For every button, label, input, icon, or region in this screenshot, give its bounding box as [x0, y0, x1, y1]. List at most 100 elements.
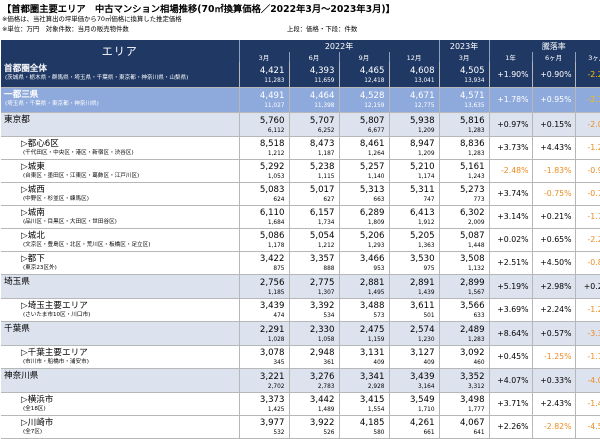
table-row: 千葉県 2,291 1,028 2,330 1,058 2,475 1,159 2,574 1,… — [1, 321, 600, 346]
area-subtitle: (千代田区・中央区・港区・新宿区・渋谷区) — [23, 149, 134, 156]
change-rate: -3.30% — [574, 321, 600, 346]
listing-count: 624 — [273, 197, 285, 203]
area-name: ▷城南 — [21, 207, 45, 218]
table-row: ▷埼玉主要エリア (さいたま市10区・川口市) 3,439 474 3,392 534 3,… — [1, 298, 600, 322]
listing-count: 534 — [323, 313, 335, 319]
table-row: 神奈川県 3,221 2,702 3,276 2,783 3,341 2,928 3,439 3… — [1, 368, 600, 393]
year-2022-header: 2022年 — [238, 40, 440, 52]
price-value: 8,518 — [259, 139, 285, 149]
price-value: 3,439 — [259, 301, 285, 311]
change-rate: +8.64% — [488, 321, 533, 346]
price-value: 2,775 — [309, 277, 335, 288]
price-value: 3,488 — [359, 301, 385, 311]
area-name: ▷城西 — [21, 184, 45, 195]
price-value: 4,571 — [459, 91, 485, 101]
price-value: 2,899 — [459, 277, 485, 288]
price-value: 3,092 — [459, 348, 485, 358]
price-value: 2,891 — [409, 277, 435, 288]
listing-count: 1,264 — [367, 151, 385, 157]
area-name: 首都圏全体 — [4, 64, 47, 74]
change-rate: +2.43% — [531, 392, 576, 416]
listing-count: 2,928 — [367, 383, 385, 390]
price-value: 5,017 — [309, 185, 335, 195]
price-value: 3,352 — [459, 371, 485, 382]
price-value: 2,756 — [259, 277, 285, 288]
change-rate: -1.25% — [531, 345, 576, 369]
table-row: ▷千葉主要エリア (市川市・船橋市・浦安市) 3,078 345 2,948 361 3,1… — [1, 345, 600, 369]
listing-count: 11,398 — [314, 103, 335, 109]
listing-count: 1,187 — [317, 151, 335, 157]
listing-count: 1,495 — [367, 289, 385, 296]
change-rate: -0.75% — [531, 182, 576, 206]
report-header: 【首都圏主要エリア 中古マンション相場推移(70㎡換算価格／2022年3月～20… — [0, 0, 600, 40]
price-value: 5,938 — [409, 115, 435, 126]
area-name: 神奈川県 — [4, 370, 39, 381]
table-row: ▷城北 (文京区・豊島区・北区・荒川区・板橋区・足立区) 5,086 1,178 5,0… — [1, 228, 600, 252]
unit-note: ※単位：万円 対象件数：当月の販売物件数 — [2, 25, 129, 33]
price-value: 8,461 — [359, 139, 385, 149]
month-header: 6月 — [288, 52, 339, 62]
listing-count: 11,659 — [314, 77, 335, 84]
price-value: 5,087 — [459, 231, 485, 241]
listing-count: 1,053 — [267, 174, 285, 180]
area-name: ▷城北 — [21, 230, 45, 241]
price-value: 2,291 — [259, 324, 285, 335]
change-rate: -1.12% — [574, 345, 600, 369]
change-rate: -0.94% — [574, 159, 600, 183]
listing-count: 1,912 — [417, 220, 435, 226]
change-rate: +1.78% — [488, 87, 533, 113]
price-value: 3,439 — [409, 371, 435, 382]
listing-count: 573 — [373, 313, 385, 319]
listing-count: 409 — [373, 360, 385, 366]
listing-count: 460 — [473, 360, 485, 366]
price-value: 4,421 — [259, 65, 285, 76]
price-value: 5,083 — [259, 185, 285, 195]
change-rate: -2.82% — [531, 415, 576, 439]
area-subtitle: (市川市・船橋市・浦安市) — [23, 358, 89, 365]
price-value: 5,210 — [409, 162, 435, 172]
row-legend: 上段：価格・下段：件数 — [287, 25, 358, 33]
table-row: ▷都心6区 (千代田区・中央区・港区・新宿区・渋谷区) 8,518 1,212 8,47… — [1, 136, 600, 160]
area-name: ▷横浜市 — [21, 394, 54, 405]
listing-count: 6,677 — [367, 127, 385, 134]
price-value: 3,508 — [459, 254, 485, 264]
price-value: 3,422 — [259, 254, 285, 264]
price-value: 5,206 — [359, 231, 385, 241]
price-value: 5,311 — [409, 185, 435, 195]
listing-count: 2,009 — [467, 220, 485, 226]
area-name: ▷川崎市 — [21, 417, 54, 428]
change-rate: +0.15% — [531, 112, 576, 137]
listing-count: 1,554 — [367, 407, 385, 413]
change-rate: +4.43% — [531, 136, 576, 160]
price-value: 8,473 — [309, 139, 335, 149]
listing-count: 526 — [323, 430, 335, 436]
change-rate: -4.55% — [574, 415, 600, 439]
price-value: 8,836 — [459, 139, 485, 149]
area-name: 東京都 — [4, 114, 30, 125]
price-value: 4,261 — [409, 418, 435, 428]
area-subtitle: (さいたま市10区・川口市) — [23, 311, 91, 318]
price-value: 5,238 — [309, 162, 335, 172]
listing-count: 641 — [473, 430, 485, 436]
area-name: ▷千葉主要エリア — [21, 347, 88, 358]
price-value: 3,078 — [259, 348, 285, 358]
listing-count: 474 — [273, 313, 285, 319]
listing-count: 1,140 — [367, 174, 385, 180]
price-value: 5,161 — [459, 162, 485, 172]
price-value: 4,067 — [459, 418, 485, 428]
listing-count: 661 — [423, 430, 435, 436]
price-value: 4,185 — [359, 418, 385, 428]
change-rate: +3.71% — [488, 392, 533, 416]
change-rate: -1.83% — [531, 159, 576, 183]
price-value: 3,341 — [359, 371, 385, 382]
listing-count: 345 — [273, 360, 285, 366]
listing-count: 1,425 — [267, 407, 285, 413]
listing-count: 580 — [373, 430, 385, 436]
month-header: 12月 — [388, 52, 440, 62]
change-rate: +5.19% — [488, 274, 533, 299]
listing-count: 3,164 — [417, 383, 435, 390]
listing-count: 1,132 — [467, 266, 485, 272]
listing-count: 1,489 — [317, 407, 335, 413]
listing-count: 2,783 — [317, 383, 335, 390]
price-value: 5,054 — [309, 231, 335, 241]
